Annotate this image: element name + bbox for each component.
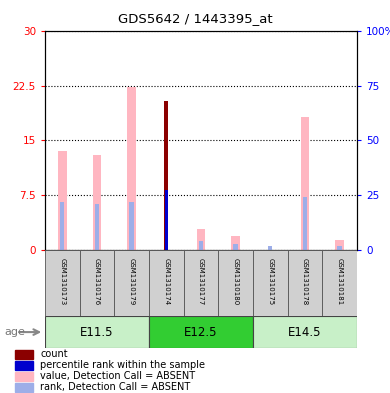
Text: GSM1310177: GSM1310177 — [198, 258, 204, 305]
Bar — [165, 190, 168, 250]
Text: GDS5642 / 1443395_at: GDS5642 / 1443395_at — [118, 12, 272, 25]
Text: value, Detection Call = ABSENT: value, Detection Call = ABSENT — [40, 371, 195, 382]
FancyBboxPatch shape — [253, 316, 357, 348]
Bar — [16, 383, 32, 392]
Bar — [16, 372, 32, 381]
Text: E14.5: E14.5 — [288, 325, 322, 339]
FancyBboxPatch shape — [184, 250, 218, 316]
Bar — [16, 361, 32, 370]
FancyBboxPatch shape — [322, 250, 357, 316]
FancyBboxPatch shape — [45, 250, 80, 316]
Bar — [58, 151, 67, 250]
Bar — [268, 246, 272, 250]
Text: GSM1310181: GSM1310181 — [337, 258, 342, 305]
FancyBboxPatch shape — [45, 316, 149, 348]
Text: E11.5: E11.5 — [80, 325, 113, 339]
Text: GSM1310175: GSM1310175 — [267, 258, 273, 305]
FancyBboxPatch shape — [149, 316, 253, 348]
Text: percentile rank within the sample: percentile rank within the sample — [40, 360, 205, 371]
Bar — [301, 117, 309, 250]
FancyBboxPatch shape — [287, 250, 322, 316]
Bar — [95, 204, 99, 250]
Bar — [197, 229, 205, 250]
FancyBboxPatch shape — [218, 250, 253, 316]
Text: age: age — [4, 327, 25, 337]
Text: GSM1310176: GSM1310176 — [94, 258, 100, 305]
Bar — [129, 202, 134, 250]
Text: GSM1310180: GSM1310180 — [232, 258, 239, 305]
Text: GSM1310174: GSM1310174 — [163, 258, 169, 305]
Text: GSM1310179: GSM1310179 — [129, 258, 135, 305]
FancyBboxPatch shape — [114, 250, 149, 316]
FancyBboxPatch shape — [149, 250, 184, 316]
Text: count: count — [40, 349, 68, 360]
Text: GSM1310173: GSM1310173 — [59, 258, 65, 305]
FancyBboxPatch shape — [253, 250, 287, 316]
Bar — [60, 202, 64, 250]
Bar — [234, 244, 238, 250]
Bar — [335, 240, 344, 250]
Bar — [127, 87, 136, 250]
Text: E12.5: E12.5 — [184, 325, 218, 339]
Bar — [92, 155, 101, 250]
Bar — [16, 350, 32, 359]
Text: GSM1310178: GSM1310178 — [302, 258, 308, 305]
Bar — [199, 241, 203, 250]
Bar — [303, 197, 307, 250]
Bar — [231, 237, 240, 250]
Bar — [164, 101, 168, 250]
FancyBboxPatch shape — [80, 250, 114, 316]
Text: rank, Detection Call = ABSENT: rank, Detection Call = ABSENT — [40, 382, 190, 393]
Bar — [337, 246, 342, 250]
